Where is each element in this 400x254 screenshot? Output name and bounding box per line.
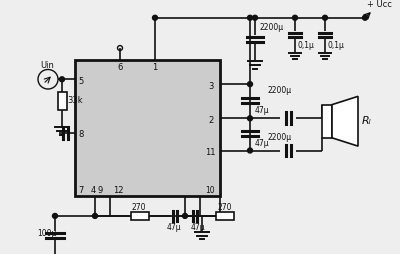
Text: 0,1μ: 0,1μ xyxy=(298,41,315,50)
Bar xyxy=(216,212,234,220)
Text: 100μ: 100μ xyxy=(37,229,56,238)
Circle shape xyxy=(248,15,252,20)
Circle shape xyxy=(152,15,158,20)
Text: 2200μ: 2200μ xyxy=(268,86,292,96)
Text: Rₗ: Rₗ xyxy=(362,116,372,126)
Text: 270: 270 xyxy=(217,203,232,212)
Bar xyxy=(322,105,332,138)
Text: 2200μ: 2200μ xyxy=(268,133,292,142)
Text: 1: 1 xyxy=(152,63,157,72)
Text: 3: 3 xyxy=(208,82,213,91)
Bar xyxy=(75,60,220,196)
Text: 8: 8 xyxy=(78,130,83,139)
Text: 47μ: 47μ xyxy=(191,223,206,232)
Text: 12: 12 xyxy=(113,186,124,195)
Text: 6: 6 xyxy=(117,63,122,72)
Polygon shape xyxy=(332,96,358,146)
Circle shape xyxy=(248,116,252,121)
Circle shape xyxy=(322,15,328,20)
Text: 4: 4 xyxy=(91,186,96,195)
Bar xyxy=(58,92,66,109)
Circle shape xyxy=(248,82,252,87)
Text: 2: 2 xyxy=(208,116,213,125)
Text: 47μ: 47μ xyxy=(255,139,270,148)
Text: 7: 7 xyxy=(78,186,83,195)
Text: 10: 10 xyxy=(205,186,215,195)
Circle shape xyxy=(292,15,298,20)
Text: Uin: Uin xyxy=(40,61,54,70)
Text: 11: 11 xyxy=(205,148,216,157)
Text: + Ucc: + Ucc xyxy=(367,0,392,9)
Text: 9: 9 xyxy=(97,186,102,195)
Circle shape xyxy=(252,15,258,20)
Text: 47μ: 47μ xyxy=(255,106,270,115)
Circle shape xyxy=(248,148,252,153)
Text: 270: 270 xyxy=(132,203,146,212)
Circle shape xyxy=(60,77,64,82)
Text: 47μ: 47μ xyxy=(167,223,182,232)
Circle shape xyxy=(52,213,58,218)
Text: 0,1μ: 0,1μ xyxy=(328,41,345,50)
Circle shape xyxy=(182,213,188,218)
Bar xyxy=(131,212,149,220)
Circle shape xyxy=(92,213,98,218)
Circle shape xyxy=(362,15,368,20)
Text: 2200μ: 2200μ xyxy=(260,23,284,32)
Text: 5: 5 xyxy=(78,77,83,86)
Text: 33k: 33k xyxy=(67,96,83,105)
